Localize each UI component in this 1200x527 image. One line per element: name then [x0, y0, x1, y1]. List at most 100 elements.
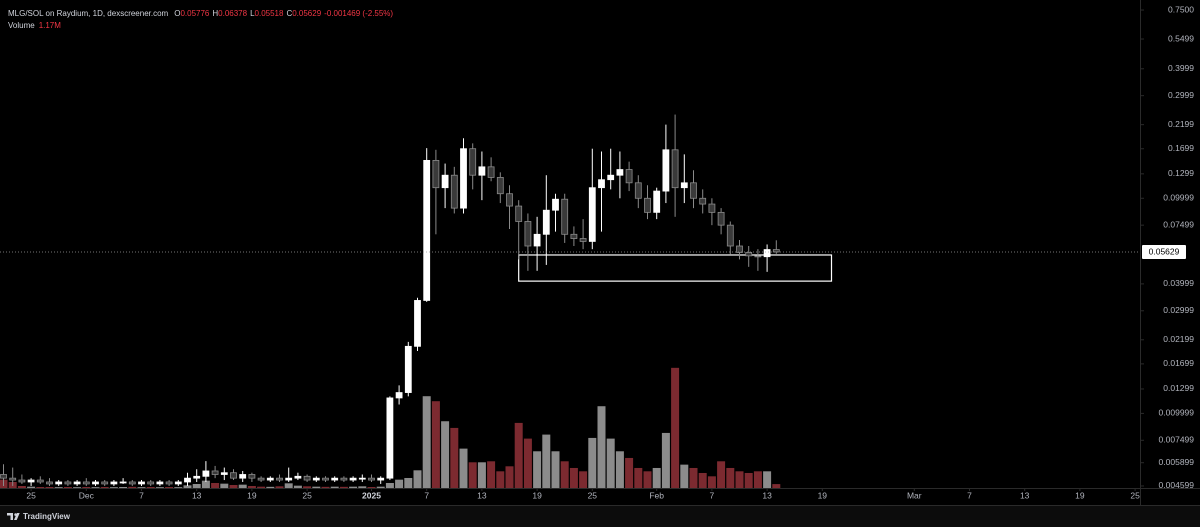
x-tick-label: 25 — [302, 490, 312, 500]
volume-bar — [45, 486, 54, 488]
volume-bar — [560, 461, 569, 488]
candle-body — [726, 224, 734, 247]
high-value: 0.06378 — [218, 9, 247, 18]
volume-header: Volume 1.17M — [8, 21, 61, 30]
candle-body — [101, 481, 109, 485]
candle-body — [579, 238, 587, 242]
y-tick-label: 0.004599 — [1159, 480, 1195, 490]
y-tick-label: 0.02199 — [1163, 334, 1194, 344]
volume-bar — [73, 487, 82, 488]
candle-body — [119, 481, 127, 484]
x-tick-label: 2025 — [362, 490, 381, 500]
volume-bar — [183, 485, 192, 488]
volume-bar — [652, 467, 661, 488]
candle-body — [27, 479, 35, 483]
volume-bar — [27, 486, 36, 488]
volume-bar — [661, 432, 670, 488]
candle-body — [294, 475, 302, 479]
y-tick-label: 0.3999 — [1168, 63, 1194, 73]
legend-header: MLG/SOL on Raydium, 1D, dexscreener.com O… — [8, 9, 393, 18]
open-value: 0.05776 — [180, 9, 209, 18]
volume-bar — [36, 486, 45, 488]
volume-bar — [606, 438, 615, 488]
ohlc-label: C — [286, 9, 292, 18]
volume-bar — [293, 485, 302, 488]
candle-body — [202, 470, 210, 477]
candle-body — [736, 245, 743, 253]
candle-body — [496, 177, 504, 195]
candle-body — [386, 397, 394, 479]
candle-body — [55, 481, 63, 485]
x-tick-label: 19 — [818, 490, 828, 500]
x-tick-label: 19 — [1075, 490, 1085, 500]
volume-bar — [588, 437, 597, 488]
volume-bar — [358, 486, 367, 488]
candle-body — [303, 475, 311, 481]
volume-bar — [523, 438, 532, 488]
support-zone — [518, 254, 833, 282]
plot-area — [0, 114, 833, 488]
candle-body — [478, 166, 486, 176]
candle-body — [0, 474, 7, 479]
candle-body — [128, 481, 136, 485]
volume-bar — [671, 367, 680, 488]
volume-bar — [487, 461, 496, 488]
candle-body — [46, 481, 53, 485]
candle-body — [138, 481, 145, 485]
volume-bar — [569, 467, 578, 488]
candle-body — [257, 477, 265, 481]
x-tick-label: 13 — [1020, 490, 1030, 500]
x-tick-label: 19 — [247, 490, 257, 500]
volume-bar — [146, 486, 155, 488]
candle-body — [395, 392, 403, 399]
candle-body — [506, 193, 513, 207]
candle-body — [368, 477, 375, 481]
candle-body — [552, 198, 559, 211]
x-tick-label: Dec — [79, 490, 95, 500]
candle-body — [515, 205, 523, 222]
candle-body — [754, 255, 762, 258]
x-tick-label: Feb — [649, 490, 664, 500]
candle-body — [708, 203, 716, 213]
volume-bar — [744, 472, 753, 488]
volume-bar — [385, 482, 394, 488]
y-tick-label: 0.01299 — [1163, 383, 1194, 393]
volume-bar — [496, 471, 505, 488]
candle-body — [156, 481, 164, 485]
candle-body — [211, 470, 219, 475]
volume-bar — [477, 462, 486, 488]
volume-bar — [597, 406, 606, 488]
volume-bar — [717, 461, 726, 488]
candle-body — [763, 249, 771, 258]
y-tick-label: 0.005899 — [1159, 457, 1195, 467]
volume-bar — [137, 487, 146, 488]
volume-bar — [247, 485, 256, 488]
candle-body — [174, 481, 182, 485]
x-tick-label: 19 — [532, 490, 542, 500]
volume-bar — [275, 486, 284, 488]
candle-body — [248, 474, 256, 479]
volume-bar — [220, 483, 229, 488]
volume-bar — [321, 486, 330, 488]
candle-body — [276, 477, 283, 481]
y-tick-label: 0.7500 — [1168, 4, 1194, 14]
volume-bar — [615, 451, 624, 488]
candle-body — [662, 149, 670, 192]
volume-bar — [82, 486, 91, 488]
volume-bar — [542, 434, 551, 488]
volume-bar — [367, 486, 376, 488]
candle-body — [644, 197, 651, 213]
y-tick-label: 0.09999 — [1163, 193, 1194, 203]
volume-bar — [680, 464, 689, 488]
volume-bar — [349, 486, 358, 488]
x-tick-label: 7 — [967, 490, 972, 500]
candle-body — [561, 198, 569, 235]
volume-bar — [726, 467, 735, 488]
volume-bar — [395, 479, 404, 488]
y-tick-label: 0.007499 — [1159, 435, 1195, 445]
candle-body — [570, 233, 578, 239]
volume-bar — [468, 462, 477, 488]
volume-bar — [431, 401, 440, 488]
x-tick-label: 7 — [710, 490, 715, 500]
ohlc-label: O — [174, 9, 180, 18]
